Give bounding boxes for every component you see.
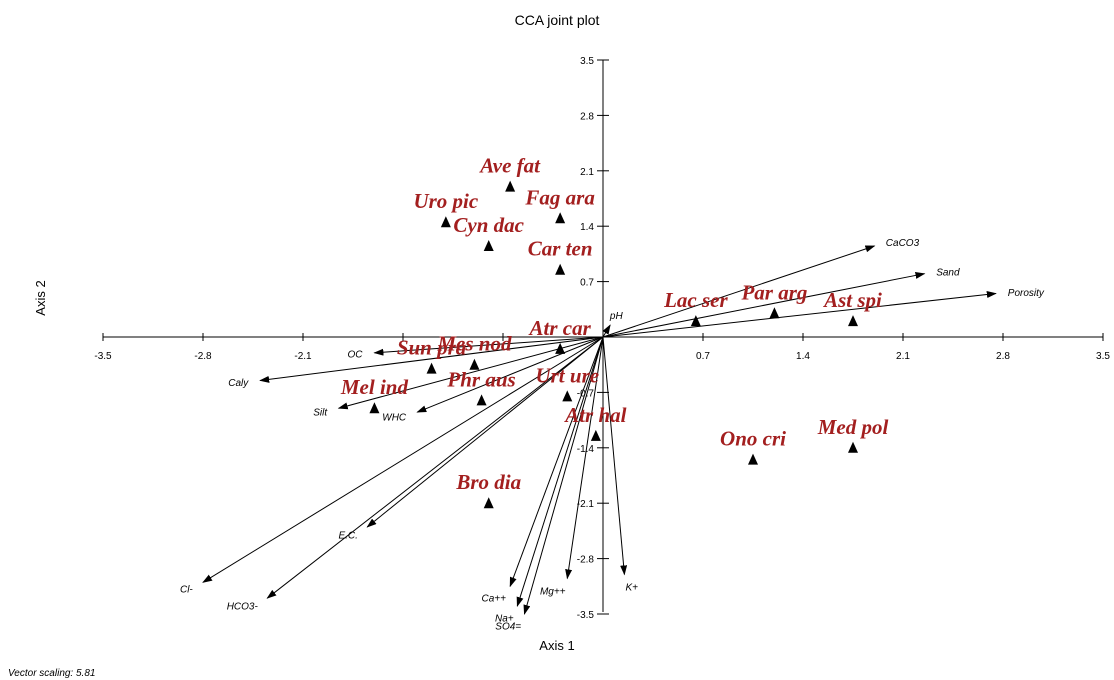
vector-arrow xyxy=(416,336,604,413)
species-point xyxy=(476,394,487,406)
species-point xyxy=(483,497,494,509)
y-tick-label: 1.4 xyxy=(580,222,594,233)
species-label: Med pol xyxy=(817,415,889,439)
vector-label: Ca++ xyxy=(481,594,506,605)
vector-label: SO4= xyxy=(495,622,521,633)
vector-label: HCO3- xyxy=(227,602,259,613)
x-tick-label: -3.5 xyxy=(94,351,112,362)
vector-arrow xyxy=(202,336,604,583)
species-label: Sun pra xyxy=(397,336,466,360)
species-point xyxy=(769,307,780,319)
species-label: Car ten xyxy=(528,237,593,261)
species-point xyxy=(426,362,437,374)
vector-label: OC xyxy=(347,350,363,361)
species-point xyxy=(562,390,573,402)
chart-title: CCA joint plot xyxy=(515,12,600,28)
vector-arrow xyxy=(366,336,604,528)
vector-label: Mg++ xyxy=(540,586,566,597)
vector-arrow xyxy=(373,336,604,356)
vector-label: CaCO3 xyxy=(886,238,920,249)
y-axis-title: Axis 2 xyxy=(33,280,48,315)
species-point xyxy=(555,212,566,224)
species-label: Uro pic xyxy=(413,189,478,213)
species-point xyxy=(505,180,516,192)
x-tick-label: 1.4 xyxy=(796,351,810,362)
y-tick-label: -3.5 xyxy=(577,610,595,621)
species-label: Urt ure xyxy=(535,363,599,387)
x-tick-label: -2.1 xyxy=(294,351,312,362)
species-label: Cyn dac xyxy=(453,213,524,237)
y-ticks: 3.5 2.8 2.1 1.4 0.7 -0.7 -1.4 -2.1 -2.8 -3.5 xyxy=(577,56,609,621)
y-tick-label: 3.5 xyxy=(580,56,594,67)
species-point xyxy=(690,315,701,327)
vector-arrow xyxy=(602,290,997,338)
vector-scaling-note: Vector scaling: 5.81 xyxy=(8,668,95,679)
vector-label: WHC xyxy=(382,413,407,424)
y-tick-label: 2.1 xyxy=(580,167,594,178)
x-tick-label: 2.8 xyxy=(996,351,1010,362)
vector-label: Sand xyxy=(936,267,960,278)
x-axis-title: Axis 1 xyxy=(539,638,574,653)
species-point xyxy=(848,441,858,453)
vector-arrow xyxy=(266,336,604,599)
x-ticks: -3.5 -2.8 -2.1 0.7 1.4 2.1 2.8 3.5 xyxy=(94,333,1110,362)
species-label: Fag ara xyxy=(524,185,594,209)
species-label: Par arg xyxy=(740,280,807,304)
species-label: Atr hal xyxy=(563,403,626,427)
species-point xyxy=(369,402,380,414)
species-point xyxy=(848,315,858,327)
vector-label: Caly xyxy=(228,378,249,389)
vector-label: K+ xyxy=(626,582,639,593)
species-point xyxy=(590,429,601,441)
species-label: Ast spi xyxy=(822,288,882,312)
vector-label: Silt xyxy=(313,407,328,418)
species-point xyxy=(469,358,480,370)
vector-label: Na+ xyxy=(495,614,514,625)
x-tick-label: 0.7 xyxy=(696,351,710,362)
y-tick-label: -2.1 xyxy=(577,499,595,510)
vector-arrow xyxy=(509,336,604,588)
species-point xyxy=(555,342,566,354)
species-label: Mel ind xyxy=(340,375,409,399)
species-label: Ave fat xyxy=(478,154,541,178)
y-tick-label: -1.4 xyxy=(577,444,595,455)
vector-label: Cl- xyxy=(180,585,193,596)
y-tick-label: 2.8 xyxy=(580,111,594,122)
vector-arrow xyxy=(602,336,628,576)
vector-arrow xyxy=(602,324,611,338)
x-tick-label: -2.8 xyxy=(194,351,212,362)
vector-arrow xyxy=(565,336,604,580)
species-point xyxy=(440,216,451,228)
vector-label: Porosity xyxy=(1008,288,1045,299)
species-label: Atr car xyxy=(528,316,592,340)
y-tick-label: 0.7 xyxy=(580,278,594,289)
x-tick-label: 3.5 xyxy=(1096,351,1110,362)
species-point xyxy=(555,263,566,275)
vector-arrow xyxy=(523,336,604,615)
y-tick-label: -2.8 xyxy=(577,555,595,566)
species-point xyxy=(748,453,758,465)
vector-label: pH xyxy=(609,311,624,322)
species-label: Mes nod xyxy=(436,332,512,356)
species-label: Phr aus xyxy=(446,367,515,391)
vector-label: E.C. xyxy=(338,530,357,541)
environmental-vectors: CaCO3 Sand Porosity pH OC Caly Silt WHC E.C. Cl- H… xyxy=(180,238,1045,632)
vector-arrow xyxy=(602,245,876,338)
y-tick-label: -0.7 xyxy=(577,388,595,399)
species-label: Bro dia xyxy=(455,470,521,494)
species-label: Ono cri xyxy=(720,427,786,451)
species-point xyxy=(483,239,494,251)
x-tick-label: 2.1 xyxy=(896,351,910,362)
species-label: Lac ser xyxy=(663,288,728,312)
vector-arrow xyxy=(516,336,604,608)
vector-arrow xyxy=(259,336,604,383)
vector-arrow xyxy=(602,271,926,338)
